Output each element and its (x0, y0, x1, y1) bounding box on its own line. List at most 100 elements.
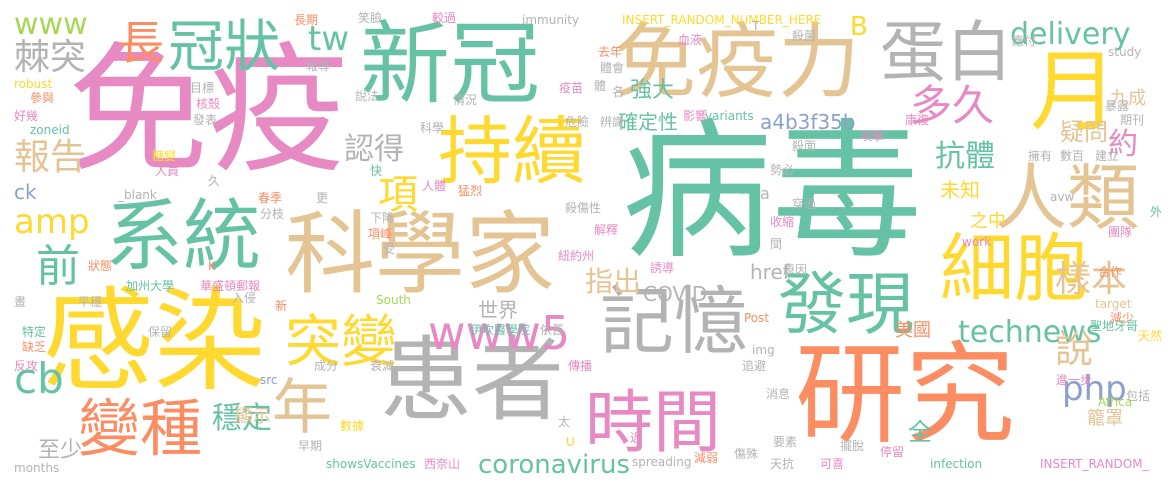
word: 說 (1055, 327, 1094, 371)
word: img (752, 343, 775, 357)
word: 狀態 (88, 259, 113, 273)
word: 人員 (155, 164, 180, 178)
word: 名 (612, 85, 625, 99)
word: 缺乏 (22, 340, 47, 354)
word: variants (705, 109, 754, 123)
word: 影響 (683, 109, 708, 123)
word: 至少 (38, 438, 83, 463)
word: 確定性 (618, 110, 678, 134)
word: 誘導 (650, 261, 675, 275)
word: 成分 (314, 359, 339, 373)
word: INSERT_RANDOM_ (1040, 457, 1149, 471)
word: 疫苗 (559, 81, 584, 95)
word: 受 (383, 242, 396, 256)
word: 數百 (1060, 149, 1085, 163)
word: 消息 (766, 387, 791, 401)
word: 天然 (1138, 329, 1163, 343)
word: 加州大學 (126, 279, 175, 293)
word: 平穩 (78, 295, 103, 309)
word: 蛋白 (880, 14, 1012, 91)
word: 核殼 (196, 97, 221, 111)
word: 較過 (432, 11, 457, 25)
word: 報導 (306, 59, 331, 73)
word: 衰減 (370, 359, 395, 373)
word: 多久 (910, 81, 995, 130)
word: Post (744, 311, 770, 325)
word: 天抗 (770, 457, 795, 471)
word: 體會 (600, 61, 625, 75)
word: 持續 (438, 109, 586, 195)
word: 世界 (478, 298, 518, 322)
word: 說法 (355, 89, 380, 103)
word: 保留 (148, 325, 173, 339)
word: 原因 (783, 263, 808, 277)
word: South (376, 293, 411, 307)
word: 研究 (795, 331, 1015, 459)
word: 包括 (1126, 389, 1151, 403)
word: 變種 (78, 392, 203, 465)
word: 新冠 (360, 12, 540, 117)
word: 殺面 (792, 139, 817, 153)
word: 病毒 (622, 106, 923, 280)
word: 畫 (14, 295, 27, 309)
word: coronavirus (478, 450, 630, 480)
word: 猛烈 (458, 184, 483, 198)
word: 冠狀 (168, 15, 280, 80)
word: php (1062, 369, 1127, 409)
word: 樣本 (1055, 259, 1128, 300)
word: K (208, 259, 216, 273)
word: 停留 (880, 445, 905, 459)
word: 減弱 (694, 451, 719, 465)
word: 追避 (742, 359, 767, 373)
word: tw (308, 19, 350, 59)
word: T (752, 19, 760, 33)
word: 進一步 (1056, 373, 1093, 387)
word: 突變 (285, 310, 397, 375)
word: 紐約州 (558, 249, 595, 263)
word: 患者 (380, 327, 565, 434)
word: avw (1050, 190, 1075, 204)
word: immunity (522, 13, 580, 27)
word: spreading (632, 455, 692, 469)
word: 好幾 (14, 109, 39, 123)
word: 九成 (1110, 88, 1146, 109)
word: 減少 (1110, 311, 1135, 325)
word: 反攻 (14, 359, 39, 373)
word: target (1095, 297, 1132, 311)
word: U (566, 435, 575, 449)
word: 系統 (105, 192, 262, 282)
word: 團隊 (1108, 225, 1133, 239)
word: 康復 (905, 113, 930, 127)
word: 免疫力 (614, 15, 861, 110)
word: 期刊 (1120, 113, 1145, 127)
word: 參與 (30, 91, 55, 105)
word: 目標 (190, 81, 215, 95)
word: 科學 (420, 121, 445, 135)
word: 下降 (370, 211, 395, 225)
word: zoneid (30, 123, 70, 137)
word: 數據 (340, 419, 365, 433)
word: 人類 (995, 156, 1140, 240)
word: 擁有 (1028, 149, 1053, 163)
word: work (962, 235, 992, 249)
word: 合作 (1098, 265, 1123, 279)
word: 伊坎醫學院 (470, 323, 531, 337)
word: a (760, 184, 770, 203)
word: 發表 (193, 113, 218, 127)
word: n (740, 178, 752, 199)
word: 顯示 (235, 406, 271, 427)
word: 年 (272, 373, 332, 443)
word: 籠罩 (1087, 408, 1123, 429)
word: 記憶 (600, 279, 748, 365)
word: 傳播 (568, 359, 593, 373)
word: technews (958, 315, 1102, 350)
word: 辨識 (600, 115, 625, 129)
word: 前 (36, 241, 80, 292)
word: 時間 (585, 384, 722, 463)
word: href (750, 260, 790, 284)
word: 危險 (565, 115, 590, 129)
word: delivery (1010, 17, 1131, 52)
word: robust (14, 77, 53, 91)
word: cb (14, 354, 64, 403)
